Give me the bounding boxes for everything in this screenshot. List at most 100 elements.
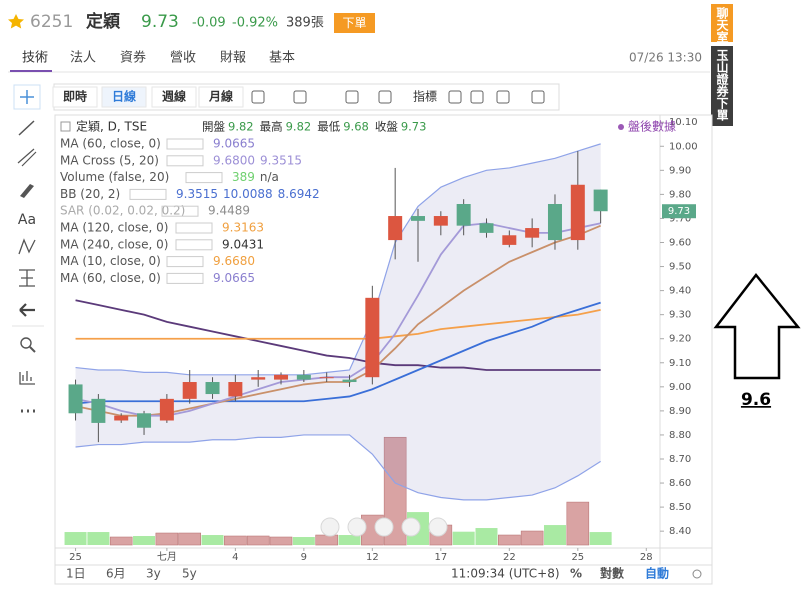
candle-body [274,374,289,380]
nav-zoom-in[interactable] [401,517,421,537]
nav-reset[interactable] [374,517,394,537]
tool-zoom-handle[interactable] [29,346,36,353]
x-tick-label: 25 [69,552,82,563]
nav-left[interactable] [320,517,340,537]
candle-body [365,297,380,378]
toolbar-button[interactable] [101,86,147,108]
datetime: 07/26 13:30 [629,51,702,65]
candle-body [68,384,83,414]
legend-controls[interactable] [161,205,199,217]
legend-controls[interactable] [175,222,213,234]
volume-bar [520,530,544,546]
range-button[interactable]: 5y [182,567,197,581]
toolbar-button[interactable] [151,86,197,108]
legend-value: 9.0431 [222,237,264,251]
order-button-label[interactable]: 下單 [342,16,366,30]
legend-label: MA (240, close, 0) [60,237,168,251]
fullscreen-icon[interactable] [496,90,510,104]
range-button[interactable]: 3y [146,567,161,581]
legend-value: 9.3515 [176,187,218,201]
toolbar-button-label[interactable]: 日線 [112,89,136,104]
volume-bar [566,501,590,546]
tab[interactable]: 技術 [22,51,48,66]
volume-bar [475,528,498,545]
snapshot-icon[interactable] [531,90,545,104]
legend-controls[interactable] [166,256,204,268]
redo-icon[interactable] [470,90,484,104]
candle-body [456,204,471,226]
indicator-line [75,299,601,371]
tab[interactable]: 基本 [269,51,295,66]
volume-bar [64,532,87,545]
favorite-star[interactable] [8,14,24,29]
tool-back[interactable] [19,303,35,317]
range-button[interactable]: 6月 [106,567,126,581]
candle-body [159,398,174,421]
legend-value: 9.6680 [213,254,255,268]
indicators-icon-icon[interactable] [378,90,392,104]
legend-controls[interactable] [175,239,213,251]
scale-option[interactable]: 自動 [645,566,669,581]
chat-button[interactable] [711,4,733,42]
tab[interactable]: 資券 [120,50,146,66]
tab[interactable]: 財報 [220,51,246,66]
candle-body [228,382,243,397]
scale-option[interactable]: 對數 [600,566,624,581]
tab[interactable]: 法人 [70,51,96,66]
volume-bar [383,436,407,546]
tool-cross-icon[interactable] [20,90,34,104]
ohlc-value: 9.82 [286,120,312,134]
candle-body [342,379,357,383]
y-tick-label: 9.90 [669,165,691,176]
toolbar-button[interactable] [198,86,244,108]
undo-icon[interactable] [448,90,462,104]
settings-icon[interactable] [345,90,359,104]
tool-pattern[interactable] [18,238,36,255]
tool-zoom[interactable] [20,337,32,349]
candle-type-icon[interactable] [293,90,307,104]
legend-controls[interactable] [129,188,167,200]
volume-bar [452,531,475,545]
candle-body [137,413,152,428]
candle-body [502,235,517,245]
broker-button[interactable] [711,46,733,126]
after-hours[interactable]: 盤後數據 [628,120,676,134]
x-tick-label: 22 [503,552,516,563]
x-tick-label: 25 [571,552,584,563]
left-tools [14,84,44,424]
scale-option[interactable]: % [570,567,582,581]
legend-controls[interactable] [166,272,204,284]
candle-body [91,398,106,423]
tool-channel[interactable] [17,148,37,167]
toolbar-button-label[interactable]: 週線 [162,89,186,104]
tool-brush[interactable] [20,184,34,198]
toolbar-button-label[interactable]: 月線 [208,89,233,104]
legend-controls[interactable] [166,138,204,150]
nav-zoom-out[interactable] [347,517,367,537]
tool-line[interactable] [18,120,35,136]
footer-settings[interactable] [692,569,702,579]
legend-controls[interactable] [185,172,223,184]
tab[interactable]: 營收 [170,51,196,66]
volume: 389張 [286,16,324,31]
indicators-button[interactable]: 指標 [413,89,437,104]
toolbar-button[interactable] [52,86,98,108]
bollinger-upper [75,143,601,376]
chat-label[interactable]: 聊天室 [715,6,729,44]
tool-ruler[interactable] [19,371,35,385]
legend-collapse[interactable] [60,121,71,132]
clock: 11:09:34 (UTC+8) [451,567,560,581]
nav-right[interactable] [428,517,448,537]
tool-measure[interactable] [19,269,35,287]
toolbar-button-label[interactable]: 即時 [63,89,87,104]
x-tick-label: 12 [366,552,379,563]
broker-label[interactable]: 玉山證券下單 [715,49,729,122]
y-tick-label: 10.10 [669,117,698,128]
scale-icon[interactable] [251,90,265,104]
legend-controls[interactable] [166,155,204,167]
range-button[interactable]: 1日 [66,567,86,581]
x-tick-label: 9 [301,552,307,563]
x-tick-label: 七月 [157,551,177,563]
order-button[interactable] [334,13,375,33]
tool-text[interactable]: Aa [18,212,36,228]
